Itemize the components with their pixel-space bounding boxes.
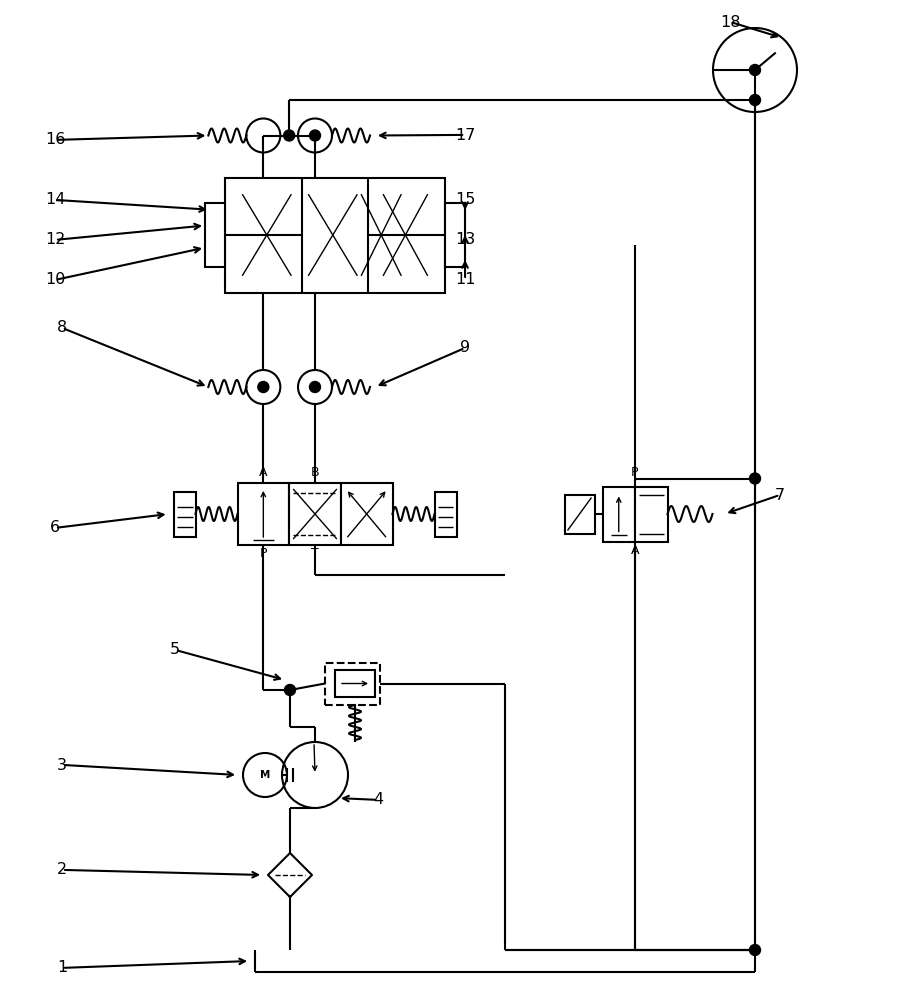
Circle shape [285,684,296,696]
Text: 9: 9 [460,340,470,356]
Text: 12: 12 [45,232,65,247]
Text: 7: 7 [775,488,785,502]
Text: 17: 17 [455,127,475,142]
Circle shape [750,95,761,105]
Text: P: P [631,466,639,480]
Text: 16: 16 [45,132,65,147]
Bar [445,203,465,267]
Circle shape [750,64,761,75]
Text: 13: 13 [455,232,475,247]
Circle shape [309,381,321,392]
Bar [205,203,225,267]
Bar [635,487,668,542]
Circle shape [309,130,321,141]
Bar [565,494,594,534]
Text: A: A [631,544,639,556]
Bar [435,491,457,536]
Text: 8: 8 [57,320,67,336]
Circle shape [750,944,761,956]
Text: 14: 14 [45,192,65,208]
Bar [225,178,445,292]
Text: 4: 4 [373,792,383,808]
Text: 10: 10 [45,272,65,288]
Bar [335,670,375,697]
Text: P: P [260,547,267,560]
Circle shape [284,130,295,141]
Bar [289,483,341,545]
Text: M: M [260,770,270,780]
Bar [325,663,380,705]
Text: 3: 3 [57,758,67,772]
Text: A: A [259,466,268,479]
Text: 2: 2 [57,862,67,878]
Text: B: B [310,466,320,479]
Text: 15: 15 [455,192,475,208]
Circle shape [750,473,761,484]
Text: 5: 5 [170,643,181,658]
Text: 18: 18 [719,15,740,30]
Bar [173,491,195,536]
Text: 11: 11 [455,272,475,288]
Bar [341,483,392,545]
Text: T: T [311,547,319,560]
Text: 6: 6 [50,520,60,536]
Circle shape [258,381,269,392]
Bar [602,487,635,542]
Bar [238,483,289,545]
Text: 1: 1 [57,960,67,976]
